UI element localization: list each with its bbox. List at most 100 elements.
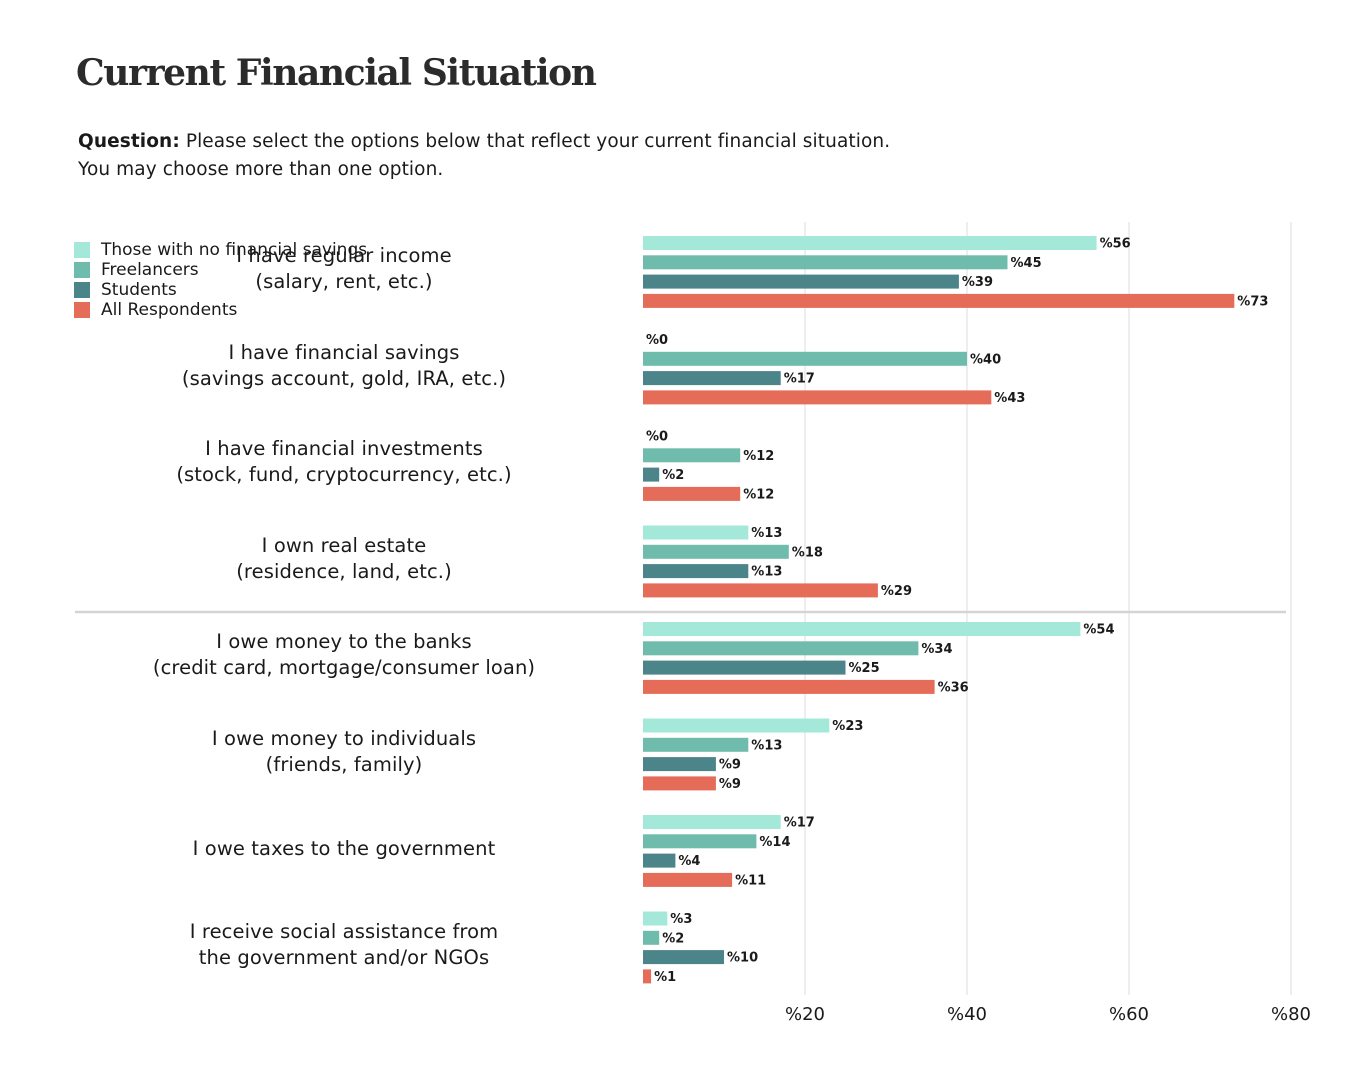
category-label-financial-savings: I have financial savings (savings accoun… xyxy=(64,340,624,392)
category-label-line: (credit card, mortgage/consumer loan) xyxy=(152,656,536,679)
bar xyxy=(643,930,660,945)
bar-value-label: %56 xyxy=(1100,237,1131,252)
bar-value-label: %45 xyxy=(1011,256,1042,271)
bar xyxy=(643,564,749,579)
bar-value-label: %73 xyxy=(1237,294,1268,309)
bar-value-label: %14 xyxy=(759,835,790,850)
x-tick-label: %80 xyxy=(1271,1004,1311,1025)
bar xyxy=(643,969,652,984)
bar-value-label: %10 xyxy=(727,951,758,966)
bar-value-label: %1 xyxy=(654,970,676,985)
bar xyxy=(643,236,1097,250)
category-label-owe-taxes: I owe taxes to the government xyxy=(64,836,624,862)
category-label-line: I owe taxes to the government xyxy=(192,837,496,860)
bar-value-label: %29 xyxy=(881,584,912,599)
bar-value-label: %23 xyxy=(832,719,863,734)
legend-label: Students xyxy=(101,280,177,300)
legend-item-no-savings: Those with no financial savings xyxy=(74,240,367,260)
category-label-line: I owe money to the banks xyxy=(216,630,472,653)
bar xyxy=(643,583,878,598)
bar-value-label: %43 xyxy=(994,391,1025,406)
x-tick-label: %20 xyxy=(785,1004,825,1025)
bar xyxy=(643,622,1081,636)
category-label-line: (salary, rent, etc.) xyxy=(255,270,433,293)
bar xyxy=(643,815,781,829)
bar-value-label: %13 xyxy=(751,526,782,541)
category-label-line: (savings account, gold, IRA, etc.) xyxy=(181,367,507,390)
bar xyxy=(643,274,959,289)
bar-value-label: %9 xyxy=(719,758,741,773)
bar-value-label: %11 xyxy=(735,873,766,888)
bar xyxy=(643,544,789,559)
category-label-line: (residence, land, etc.) xyxy=(236,560,452,583)
bar-value-label: %2 xyxy=(662,468,684,483)
category-label-line: I have financial investments xyxy=(205,437,483,460)
bar xyxy=(643,371,781,386)
bar-value-label: %18 xyxy=(792,545,823,560)
bar xyxy=(643,660,846,675)
legend-label: Those with no financial savings xyxy=(101,240,368,260)
legend-item-students: Students xyxy=(74,280,367,300)
category-label-line: I have regular income xyxy=(236,244,452,267)
bar-value-label: %9 xyxy=(719,777,741,792)
category-label-social-assistance: I receive social assistance from the gov… xyxy=(64,919,624,971)
category-label-line: I own real estate xyxy=(261,534,427,557)
bar-value-label: %54 xyxy=(1083,623,1114,638)
legend-swatch xyxy=(74,242,90,258)
category-label-line: the government and/or NGOs xyxy=(198,946,490,969)
legend-label: All Respondents xyxy=(101,300,238,320)
bar xyxy=(643,293,1235,308)
bar-value-label: %17 xyxy=(784,816,815,831)
bar-value-label: %12 xyxy=(743,449,774,464)
bar xyxy=(643,486,741,501)
bar-value-label: %40 xyxy=(970,352,1001,367)
bar xyxy=(643,834,757,849)
bar xyxy=(643,737,749,752)
category-label-regular-income: I have regular income (salary, rent, etc… xyxy=(64,243,624,295)
legend-item-freelancers: Freelancers xyxy=(74,260,367,280)
question-text: Question: Please select the options belo… xyxy=(78,128,890,184)
bar-value-label: %13 xyxy=(751,738,782,753)
category-label-line: I owe money to individuals xyxy=(211,727,477,750)
x-tick-label: %40 xyxy=(947,1004,987,1025)
category-label-line: I have financial savings xyxy=(228,341,460,364)
legend-swatch xyxy=(74,262,90,278)
bar-value-label: %34 xyxy=(921,642,952,657)
bar xyxy=(643,853,676,868)
bar xyxy=(643,718,830,733)
bar-value-label: %17 xyxy=(784,372,815,387)
legend-swatch xyxy=(74,282,90,298)
bar xyxy=(643,351,967,366)
category-label-financial-investments: I have financial investments (stock, fun… xyxy=(64,436,624,488)
bar xyxy=(643,467,660,482)
bar-value-label: %36 xyxy=(938,680,969,695)
bar xyxy=(643,950,724,965)
legend-label: Freelancers xyxy=(101,260,199,280)
bar xyxy=(643,448,741,463)
bar xyxy=(643,679,935,694)
category-label-line: (stock, fund, cryptocurrency, etc.) xyxy=(176,463,512,486)
bar xyxy=(643,641,919,656)
x-tick-label: %60 xyxy=(1109,1004,1149,1025)
category-label-line: I receive social assistance from xyxy=(189,920,499,943)
category-label-line: (friends, family) xyxy=(265,753,423,776)
bar-value-label: %12 xyxy=(743,487,774,502)
bar xyxy=(643,872,733,887)
bar-value-label: %39 xyxy=(962,275,993,290)
legend-swatch xyxy=(74,302,90,318)
bar-value-label: %25 xyxy=(849,661,880,676)
bar-value-label: %2 xyxy=(662,931,684,946)
category-label-real-estate: I own real estate (residence, land, etc.… xyxy=(64,533,624,585)
bar xyxy=(643,255,1008,270)
category-label-owe-individuals: I owe money to individuals (friends, fam… xyxy=(64,726,624,778)
bar-value-label: %4 xyxy=(678,854,700,869)
question-prefix: Question: xyxy=(78,131,180,152)
bar-value-label: %0 xyxy=(646,333,668,348)
bar-value-label: %0 xyxy=(646,430,668,445)
legend: Those with no financial savings Freelanc… xyxy=(74,240,367,320)
bar-value-label: %3 xyxy=(670,912,692,927)
bar xyxy=(643,776,716,791)
bar-value-label: %13 xyxy=(751,565,782,580)
legend-item-all-respondents: All Respondents xyxy=(74,300,367,320)
bar xyxy=(643,390,992,405)
